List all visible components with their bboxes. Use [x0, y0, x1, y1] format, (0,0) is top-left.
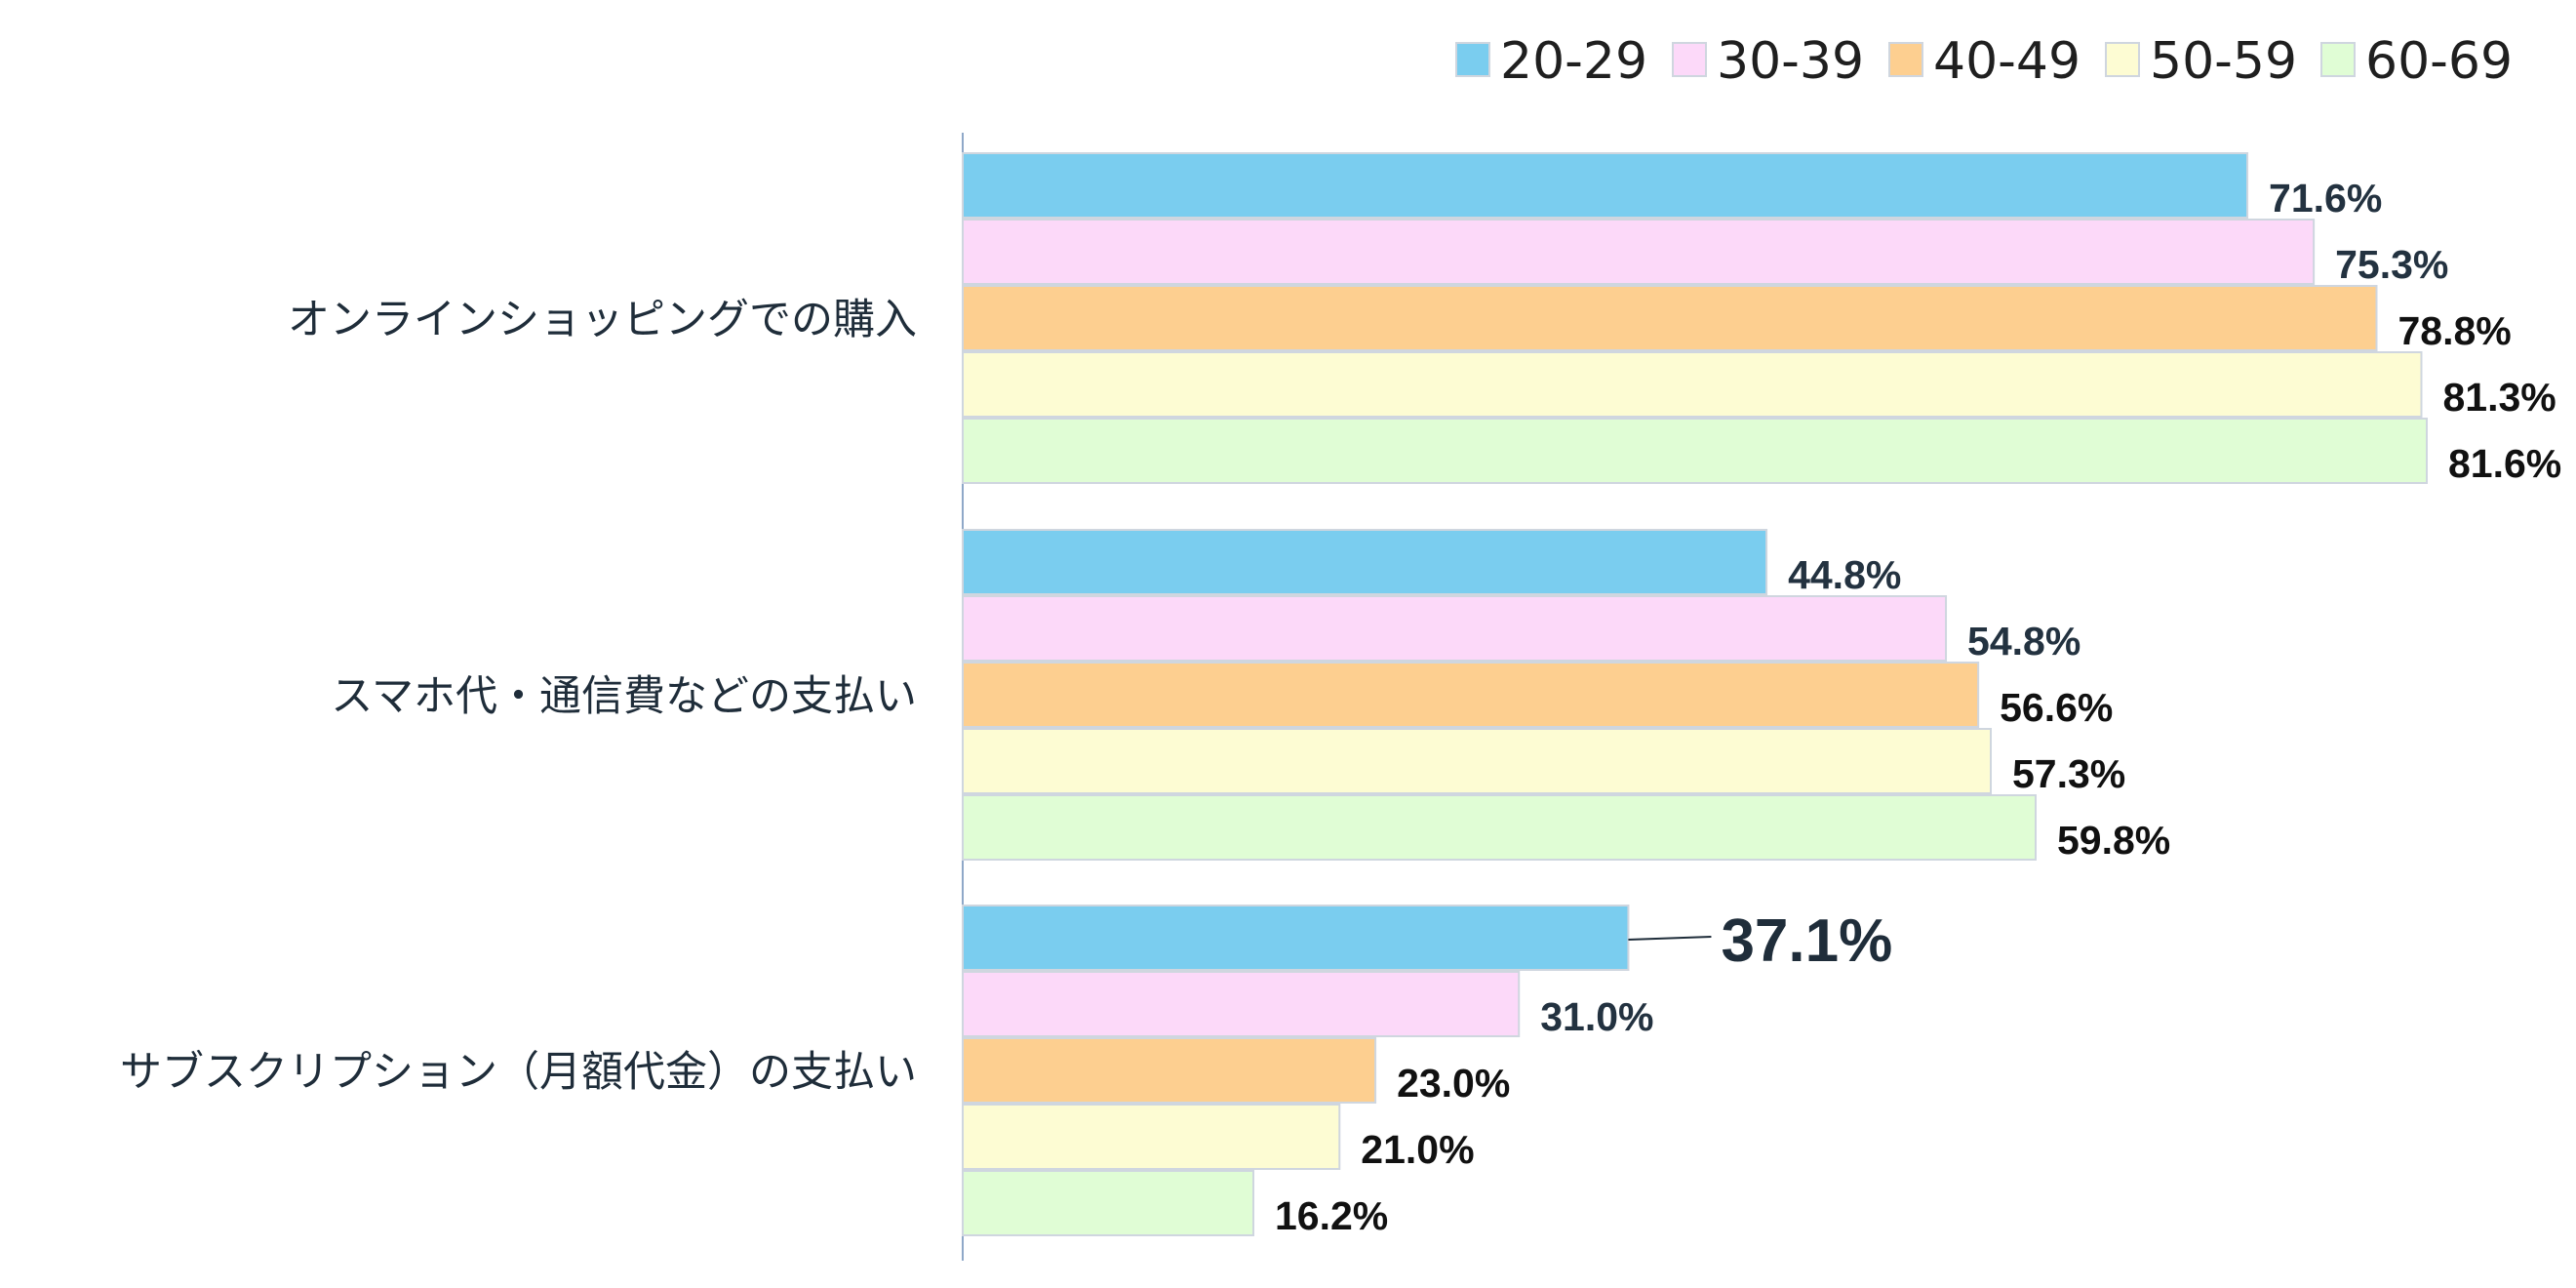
bar: [962, 595, 1948, 662]
value-label: 81.3%: [2442, 375, 2556, 420]
legend-swatch: [1888, 42, 1923, 77]
legend-label: 30-39: [1717, 32, 1864, 91]
value-label: 31.0%: [1540, 994, 1653, 1039]
value-label: 16.2%: [1275, 1193, 1388, 1238]
value-label: 21.0%: [1361, 1127, 1474, 1172]
callout-line: [1628, 936, 1712, 941]
legend-swatch: [2320, 42, 2356, 77]
bar: [962, 728, 1993, 794]
bar: [962, 662, 1980, 728]
legend-label: 60-69: [2365, 32, 2513, 91]
bar: [962, 1037, 1377, 1104]
value-label: 81.6%: [2448, 441, 2561, 486]
bar: [962, 529, 1768, 595]
value-label: 71.6%: [2269, 176, 2382, 221]
bar: [962, 905, 1630, 971]
value-label: 56.6%: [2000, 685, 2113, 730]
bar: [962, 152, 2249, 219]
bar: [962, 418, 2428, 484]
bar: [962, 1104, 1341, 1170]
category-label: スマホ代・通信費などの支払い: [331, 672, 917, 721]
legend-swatch: [1455, 42, 1490, 77]
value-label-highlight: 37.1%: [1721, 907, 1892, 975]
legend-swatch: [1672, 42, 1707, 77]
legend-swatch: [2105, 42, 2140, 77]
value-label: 75.3%: [2335, 242, 2448, 287]
category-label: サブスクリプション（月額代金）の支払い: [120, 1048, 917, 1097]
value-label: 54.8%: [1967, 619, 2081, 664]
category-label: オンラインショッピングでの購入: [288, 296, 917, 344]
value-label: 59.8%: [2057, 818, 2170, 863]
bar: [962, 351, 2423, 418]
bar: [962, 285, 2378, 351]
legend-label: 50-59: [2150, 32, 2297, 91]
bar: [962, 971, 1521, 1037]
bar: [962, 1170, 1254, 1236]
value-label: 44.8%: [1788, 552, 1901, 597]
bar: [962, 219, 2316, 285]
value-label: 23.0%: [1397, 1061, 1510, 1106]
legend-label: 40-49: [1933, 32, 2081, 91]
value-label: 78.8%: [2398, 308, 2511, 353]
bar: [962, 794, 2037, 861]
value-label: 57.3%: [2012, 751, 2125, 796]
legend-label: 20-29: [1500, 32, 1647, 91]
